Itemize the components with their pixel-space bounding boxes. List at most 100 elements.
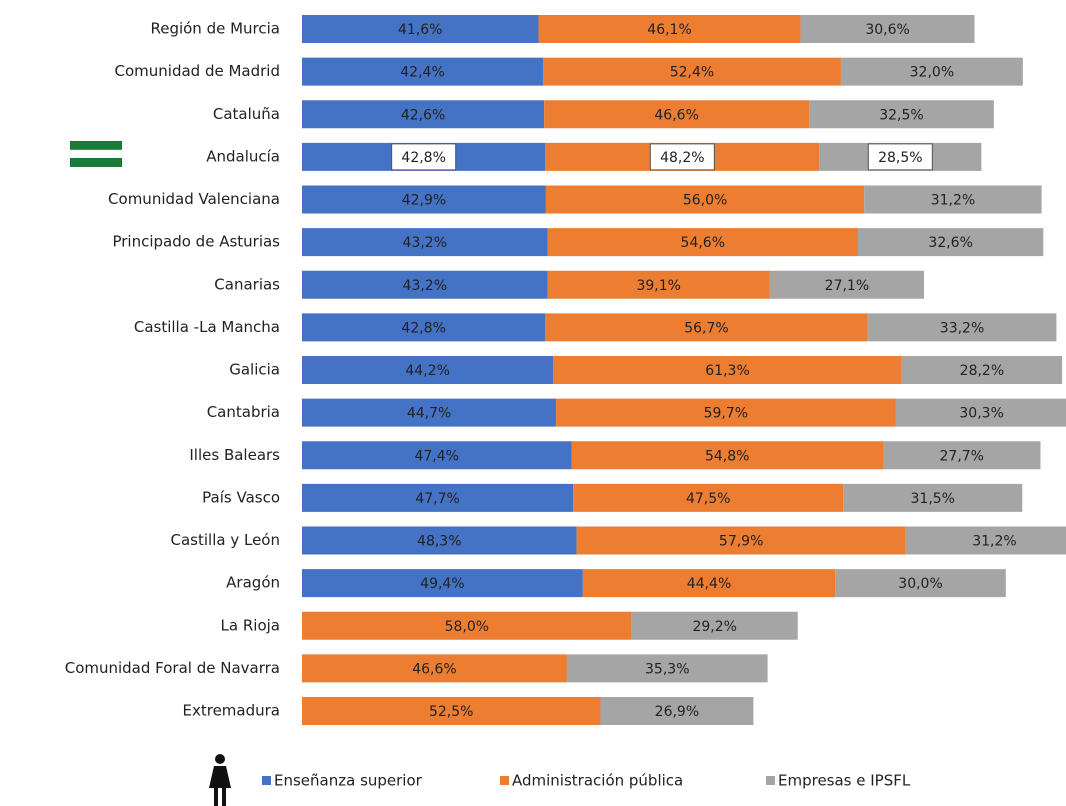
bar-segment — [302, 697, 601, 725]
bar-segment — [545, 313, 868, 342]
value-label: 47,5% — [686, 491, 730, 507]
value-label: 49,4% — [420, 576, 464, 592]
value-label: 30,6% — [865, 22, 909, 38]
bar-segment — [547, 270, 770, 299]
legend-swatch — [766, 776, 775, 785]
legend-swatch — [500, 776, 509, 785]
value-label: 52,4% — [670, 65, 714, 81]
bar-segment — [302, 611, 632, 640]
value-label: 33,2% — [940, 320, 984, 336]
value-label: 31,2% — [931, 193, 975, 209]
bar-segment — [600, 697, 754, 725]
value-label: 31,5% — [911, 491, 955, 507]
category-label: La Rioja — [221, 616, 280, 634]
value-label: 28,2% — [960, 363, 1004, 379]
bar-segment — [857, 228, 1044, 257]
value-label: 47,4% — [414, 448, 458, 464]
category-label: Castilla -La Mancha — [134, 318, 280, 336]
value-label: 32,6% — [928, 235, 972, 251]
bar-segment — [573, 483, 844, 512]
category-label: Castilla y León — [171, 531, 280, 549]
bar-segment — [302, 483, 574, 512]
bar-segment — [302, 15, 539, 43]
bar-segment — [302, 569, 583, 598]
category-label: Aragón — [226, 574, 280, 592]
bar-segment — [302, 441, 572, 470]
value-label: 32,0% — [910, 65, 954, 81]
value-label: 26,9% — [655, 704, 699, 720]
category-label: Extremadura — [183, 702, 281, 720]
value-label: 27,7% — [940, 448, 984, 464]
highlight-box — [867, 143, 933, 171]
value-label: 61,3% — [705, 363, 749, 379]
value-label: 56,7% — [684, 320, 728, 336]
value-label: 46,6% — [654, 107, 698, 123]
woman-icon — [209, 754, 231, 806]
value-label: 42,8% — [401, 150, 445, 166]
bar-segment — [302, 398, 557, 427]
bar-segment — [800, 15, 975, 43]
value-label: 35,3% — [645, 661, 689, 677]
bar-segment — [543, 57, 841, 86]
bar-segment — [867, 313, 1057, 342]
bar-segment — [302, 270, 548, 299]
bar-segment — [302, 100, 545, 129]
category-label: País Vasco — [202, 488, 280, 506]
category-label: Illes Balears — [189, 446, 280, 464]
category-label: Andalucía — [206, 147, 280, 165]
value-label: 43,2% — [403, 235, 447, 251]
value-label: 57,9% — [719, 534, 763, 550]
bar-segment — [809, 100, 994, 129]
legend-swatch — [262, 776, 271, 785]
bar-segment — [302, 356, 554, 384]
bar-segment — [895, 398, 1066, 427]
bar-segment — [843, 483, 1023, 512]
value-label: 42,9% — [402, 193, 446, 209]
legend-label: Administración pública — [512, 772, 683, 790]
bar-segment — [553, 356, 902, 384]
category-label: Cataluña — [213, 105, 280, 123]
value-label: 46,6% — [412, 661, 456, 677]
value-label: 52,5% — [429, 704, 473, 720]
flag-icon — [69, 141, 123, 167]
highlight-box — [649, 143, 715, 171]
value-label: 54,8% — [705, 448, 749, 464]
value-label: 48,2% — [660, 150, 704, 166]
value-label: 30,3% — [959, 406, 1003, 422]
highlight-box — [391, 143, 457, 171]
value-label: 47,7% — [415, 491, 459, 507]
bar-segment — [547, 228, 858, 257]
bar-segment — [582, 569, 836, 598]
value-label: 31,2% — [972, 534, 1016, 550]
value-label: 44,4% — [687, 576, 731, 592]
bar-segment — [302, 526, 577, 555]
bar-segment — [905, 526, 1066, 555]
bar-segment — [631, 611, 798, 640]
value-label: 44,2% — [405, 363, 449, 379]
bar-segment — [835, 569, 1006, 598]
value-label: 43,2% — [403, 278, 447, 294]
legend-label: Enseñanza superior — [274, 772, 423, 790]
value-label: 48,3% — [417, 534, 461, 550]
bar-segment — [556, 398, 896, 427]
value-label: 59,7% — [704, 406, 748, 422]
value-label: 56,0% — [683, 193, 727, 209]
value-label: 46,1% — [647, 22, 691, 38]
bar-segment — [566, 654, 768, 683]
category-label: Comunidad de Madrid — [115, 62, 280, 80]
bar-segment — [840, 57, 1023, 86]
category-label: Comunidad Valenciana — [108, 190, 280, 208]
bar-segment — [302, 185, 546, 214]
value-label: 54,6% — [681, 235, 725, 251]
category-label: Comunidad Foral de Navarra — [65, 659, 280, 677]
value-label: 41,6% — [398, 22, 442, 38]
bar-segment — [302, 313, 546, 342]
category-label: Principado de Asturias — [112, 233, 280, 251]
value-label: 42,4% — [400, 65, 444, 81]
category-label: Cantabria — [207, 403, 280, 421]
bar-segment — [576, 526, 906, 555]
value-label: 42,6% — [401, 107, 445, 123]
bar-segment — [883, 441, 1041, 470]
bar-segment — [769, 270, 924, 299]
category-label: Galicia — [229, 361, 280, 379]
